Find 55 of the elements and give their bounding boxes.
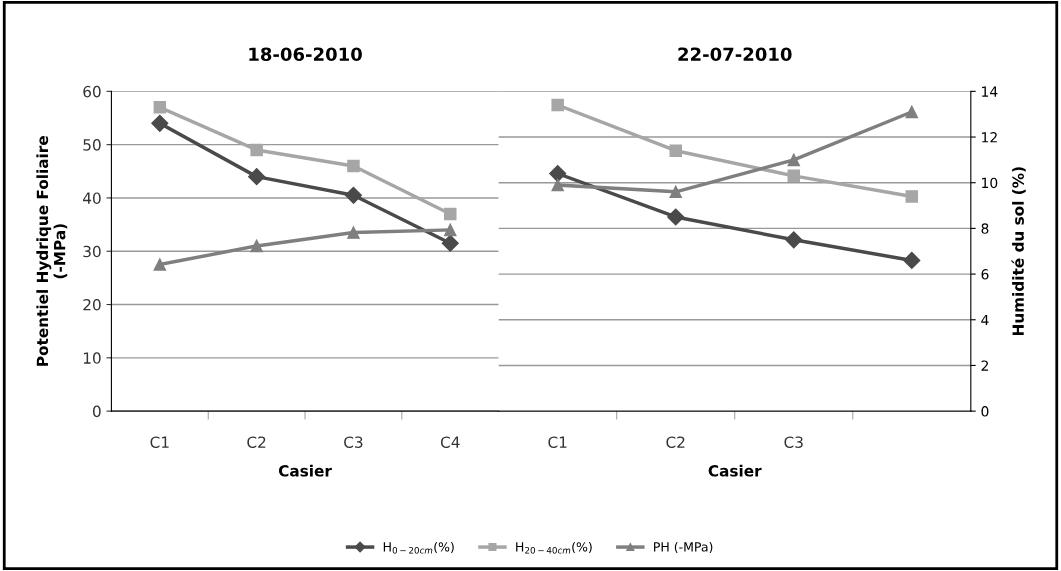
x-tick-label: C1 [150,436,169,448]
point [153,258,167,271]
legend-label: H$_{0−20cm}$(%) [383,541,454,554]
point [153,101,167,114]
chart-title: 18-06-2010 [249,47,362,62]
y2-tick-label: 12 [982,132,997,143]
point [347,226,360,239]
y2-tick-label: 6 [981,269,989,280]
x-tick-label: C3 [344,436,363,448]
point [444,223,457,237]
point [785,231,803,249]
point [905,105,919,119]
point [669,185,682,199]
x-tick-label: C2 [247,436,266,448]
x-axis-title: Casier [708,464,762,477]
y2-axis-title: Humidité du sol (%) [1011,167,1026,336]
y-tick-label: 10 [83,352,101,364]
point [787,169,801,183]
point [248,168,266,186]
y-tick-label: 0 [92,405,101,418]
y2-tick-label: 10 [982,177,998,189]
y-axis-title: Potentiel Hydrique Foliaire (-MPa) [36,136,68,366]
point [905,190,919,203]
x-tick-label: C4 [440,436,460,448]
chart-title: 22-07-2010 [678,47,792,62]
point [250,143,263,157]
point [667,208,685,226]
y2-tick-label: 4 [981,314,989,326]
point [551,98,564,112]
point [250,239,263,253]
legend-label: PH (-MPa) [654,541,713,554]
y-tick-label: 30 [83,245,101,258]
x-tick-label: C3 [784,436,803,448]
x-tick-label: C2 [666,436,685,448]
point [444,207,457,221]
point [151,114,169,132]
point [903,251,921,269]
point [441,234,459,252]
y-tick-label: 20 [83,299,101,311]
y2-tick-label: 14 [982,86,998,97]
point [669,144,682,157]
point [347,159,360,173]
x-axis-title: Casier [278,464,332,477]
y-tick-label: 60 [83,85,101,98]
x-tick-label: C1 [548,436,567,448]
y-tick-label: 40 [82,192,101,204]
point [344,186,362,204]
point [551,178,564,192]
legend-label: H$_{20−40cm}$(%) [516,541,592,554]
y2-tick-label: 0 [981,406,989,417]
point [549,165,567,183]
y2-tick-label: 2 [981,360,988,371]
point [787,153,801,167]
y2-tick-label: 8 [981,223,989,234]
y-tick-label: 50 [83,139,101,151]
